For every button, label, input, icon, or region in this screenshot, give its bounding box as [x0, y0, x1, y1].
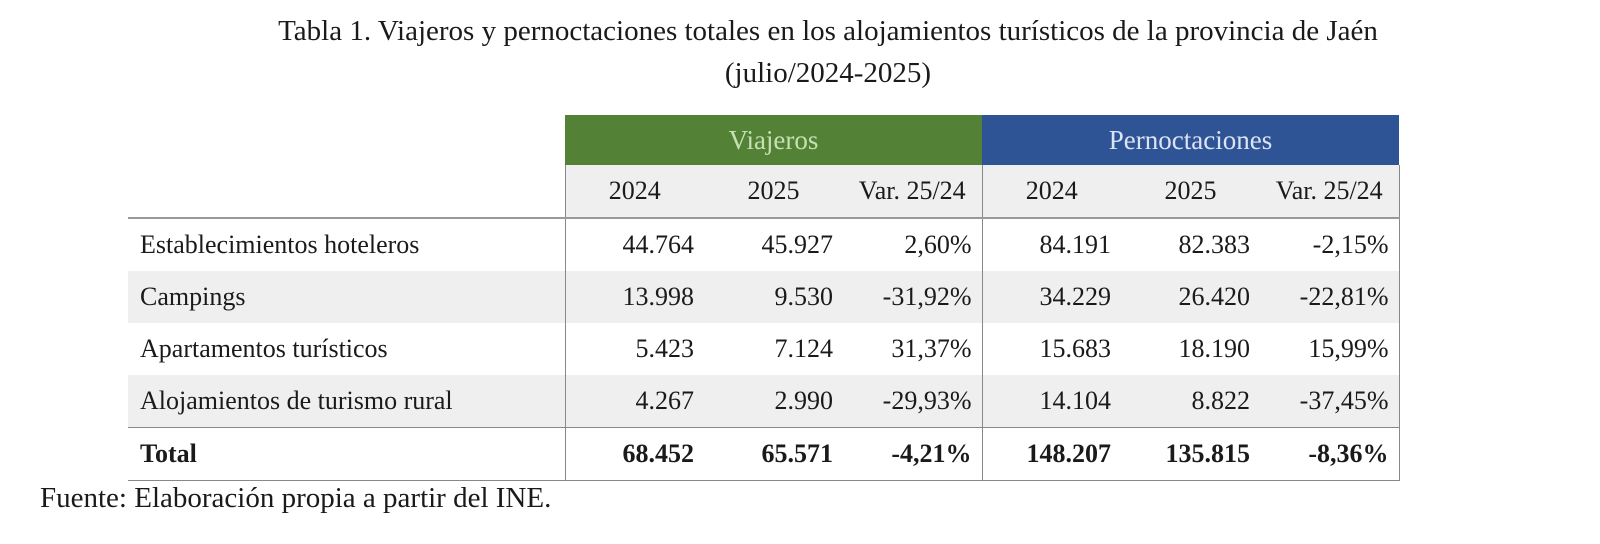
table-cell: 26.420 — [1121, 271, 1260, 323]
row-label: Alojamientos de turismo rural — [128, 375, 565, 428]
group-header-viajeros: Viajeros — [565, 115, 982, 165]
table-cell: -4,21% — [843, 427, 982, 481]
column-header: 2025 — [704, 165, 843, 219]
row-label: Total — [128, 427, 565, 481]
table-cell: 8.822 — [1121, 375, 1260, 428]
table-cell: -2,15% — [1260, 218, 1400, 271]
title-line-1: Tabla 1. Viajeros y pernoctaciones total… — [278, 15, 1378, 47]
table-cell: 34.229 — [981, 271, 1121, 323]
table-cell: 15,99% — [1260, 323, 1400, 375]
table-cell: 45.927 — [761, 230, 834, 259]
column-header: Var. 25/24 — [843, 165, 982, 219]
table-cell: 82.383 — [1178, 230, 1251, 259]
source-note: Fuente: Elaboración propia a partir del … — [40, 482, 552, 514]
table-cell: 14.104 — [981, 375, 1121, 428]
table-cell: 5.423 — [564, 323, 704, 375]
table-cell: 13.998 — [564, 271, 704, 323]
column-header: 2024 — [564, 165, 704, 219]
table-cell: 31,37% — [891, 334, 972, 363]
table-row: Campings 13.998 9.530 -31,92% 34.229 26.420 -2… — [128, 271, 1400, 323]
table-row: Apartamentos turísticos 5.423 7.124 31,37% 1… — [128, 323, 1400, 375]
column-header: 2025 — [1121, 165, 1260, 219]
table-cell: -37,45% — [1260, 375, 1400, 428]
row-label: Campings — [128, 271, 565, 323]
row-label: Establecimientos hoteleros — [140, 230, 420, 259]
title-line-2: (julio/2024-2025) — [724, 57, 932, 89]
table-cell: 15.683 — [981, 323, 1121, 375]
table-cell: 4.267 — [564, 375, 704, 428]
empty-corner — [128, 115, 565, 165]
group-header-pernoctaciones: Pernoctaciones — [982, 115, 1399, 165]
table-cell: -8,36% — [1260, 427, 1400, 481]
table-title: Tabla 1. Viajeros y pernoctaciones total… — [0, 10, 1600, 94]
table-cell: 84.191 — [981, 218, 1121, 271]
table-row: Alojamientos de turismo rural 4.267 2.990-… — [128, 375, 1400, 428]
row-label: Apartamentos turísticos — [140, 334, 388, 363]
table-cell: 18.190 — [1178, 334, 1251, 363]
table-cell: 44.764 — [564, 218, 704, 271]
column-header: 2024 — [981, 165, 1121, 219]
table-cell: -22,81% — [1260, 271, 1400, 323]
data-table: Viajeros Pernoctaciones 2024 2025 Var. 2… — [128, 115, 1400, 481]
table-cell: 68.452 — [564, 427, 704, 481]
table-row: Establecimientos hoteleros 44.764 45.927 2,… — [128, 218, 1400, 271]
table-cell: 2,60% — [904, 230, 972, 259]
empty-corner-2 — [128, 165, 565, 219]
total-row: Total 68.452 65.571 -4,21% 148.207 135.815 -8,… — [128, 427, 1400, 481]
table-cell: -29,93% — [843, 375, 982, 428]
table-cell: 2.990 — [704, 375, 843, 428]
table-cell: 148.207 — [981, 427, 1121, 481]
table-cell: 135.815 — [1121, 427, 1260, 481]
table-cell: 9.530 — [704, 271, 843, 323]
table-cell: 7.124 — [774, 334, 834, 363]
table-cell: -31,92% — [843, 271, 982, 323]
column-header: Var. 25/24 — [1260, 165, 1400, 219]
table-cell: 65.571 — [704, 427, 843, 481]
